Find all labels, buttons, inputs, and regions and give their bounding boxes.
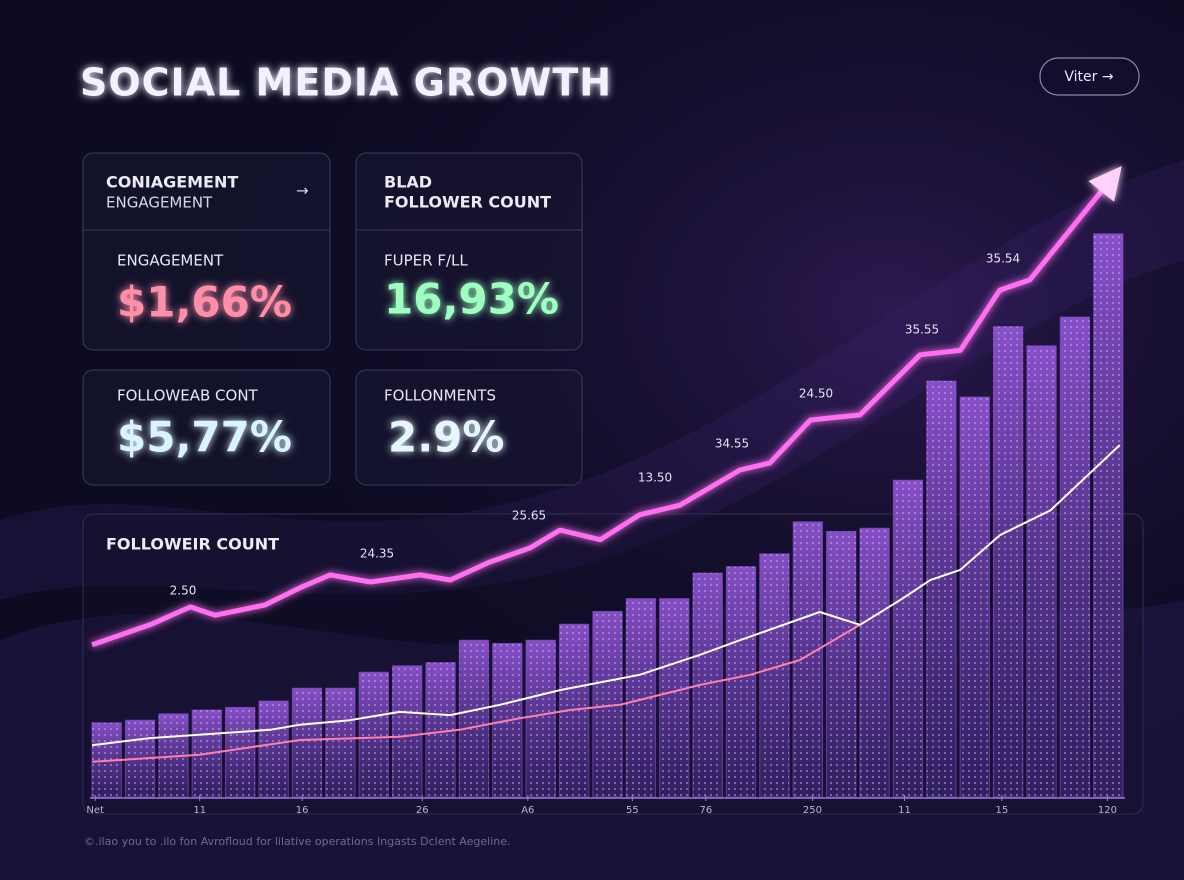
card-frame [355,369,583,486]
card-subheader: FOLLOWER COUNT [384,193,551,212]
x-tick-label: Net [86,805,104,816]
point-label: 25.65 [512,509,546,523]
bar-texture [659,598,689,797]
card: FOLLONMENTS 2.9% [355,369,583,486]
bar-texture [726,566,756,797]
point-label: 35.55 [905,323,939,337]
bar-texture [826,531,856,797]
point-label: 24.35 [360,547,394,561]
card-frame [355,152,583,351]
x-tick-label: 16 [296,805,309,816]
card-header: CONIAGEMENT [106,173,238,192]
line [91,444,1121,747]
bar-texture [392,665,422,797]
x-tick-label: 15 [995,805,1008,816]
point-label: 35.54 [986,252,1020,266]
bar-texture [893,480,923,797]
card: FOLLOWEAB CONT $5,77% [82,369,331,486]
bar-texture [1060,317,1090,797]
x-tick-label: 250 [803,805,822,816]
card-value: $1,66% [117,278,292,327]
bar-texture [325,688,356,797]
plot: 2.50 24.35 25.65 13.50 34.55 24.50 35.55 35.54 N… [86,166,1125,816]
arrow-head [1088,166,1122,202]
page-title: SOCIAL MEDIA GROWTH [80,61,612,105]
bar-texture [993,326,1023,797]
card-value: $5,77% [117,413,292,462]
card-label: FOLLONMENTS [384,387,496,405]
bar-texture [526,640,556,797]
view-button-label[interactable]: Viter → [1064,69,1113,85]
point-label: 2.50 [170,584,197,598]
bar-texture [459,640,489,797]
card-frame [82,152,331,351]
x-tick-label: 55 [626,805,639,816]
x-tick-label: 120 [1098,805,1117,816]
view-button[interactable] [1039,57,1140,96]
point-label: 34.55 [715,437,749,451]
x-tick-label: 76 [699,805,712,816]
x-tick-label: A6 [521,805,534,816]
point-label: 13.50 [638,471,672,485]
wave [0,160,1184,600]
card-subheader: ENGAGEMENT [106,194,213,212]
line [91,178,1113,648]
x-tick-label: 11 [898,805,911,816]
bar-texture [359,672,389,797]
bar-texture [258,701,289,797]
bar-texture [292,688,322,797]
bar-texture [859,528,890,797]
card: CONIAGEMENT ENGAGEMENT → ENGAGEMENT $1,6… [82,152,331,351]
card-label: ENGAGEMENT [117,252,224,270]
bar-texture [425,662,456,797]
card-label: FOLLOWEAB CONT [117,387,259,405]
card-value: 16,93% [384,275,559,324]
bar-texture [960,397,990,797]
bar-texture [759,553,790,797]
bar-texture [1026,345,1057,797]
bar-texture [225,707,255,797]
card-arrow[interactable]: → [296,182,309,200]
card: BLAD FOLLOWER COUNT FUPER F/LL 16,93% [355,152,583,351]
x-tick-label: 11 [193,805,206,816]
chart-title: FOLLOWEIR COUNT [106,535,279,554]
card-frame [82,369,331,486]
bar-texture [1093,233,1123,798]
bar-texture [793,521,823,797]
card-value: 2.9% [388,413,504,462]
card-header: BLAD [384,173,432,192]
point-label: 24.50 [799,387,833,401]
line [92,623,861,763]
x-tick-label: 26 [416,805,429,816]
card-label: FUPER F/LL [384,252,468,270]
footer: ©.ilao you to .ilo fon Avrofloud for lil… [84,835,511,848]
bar-texture [926,381,957,797]
